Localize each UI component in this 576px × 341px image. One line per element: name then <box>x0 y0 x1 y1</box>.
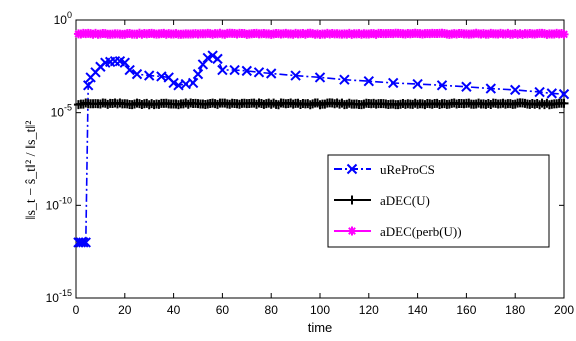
x-tick-label: 60 <box>216 303 230 317</box>
ticks-layer: 0 20 40 60 80 100 120 140 160 180 200 100 10-5 10-10 1… <box>46 10 575 317</box>
series-point-ureprocs <box>197 59 209 70</box>
legend-marker-ureprocs <box>346 163 358 175</box>
legend-entry-adec-u: aDEC(U) <box>334 193 430 208</box>
series-point-ureprocs <box>461 81 472 92</box>
series-point-ureprocs <box>217 64 228 76</box>
series-point-ureprocs <box>290 70 301 81</box>
series-point-ureprocs <box>82 80 94 91</box>
series-point-ureprocs <box>229 64 240 76</box>
x-tick-label: 200 <box>554 303 574 317</box>
series-point-ureprocs <box>187 77 199 89</box>
legend-label-adec-u: aDEC(U) <box>380 193 430 208</box>
series-point-adec-perb-u <box>559 29 569 39</box>
series-point-ureprocs <box>509 84 521 96</box>
x-tick-label: 180 <box>505 303 525 317</box>
x-tick-label: 160 <box>456 303 476 317</box>
x-tick-label: 80 <box>265 303 279 317</box>
series-point-ureprocs <box>207 50 218 61</box>
series-point-ureprocs <box>339 74 350 85</box>
series-point-ureprocs <box>253 67 265 78</box>
series-point-ureprocs <box>212 53 223 65</box>
series-point-ureprocs <box>412 78 423 90</box>
series-point-adec-u <box>559 98 569 108</box>
y-tick-label: 10-5 <box>51 103 72 120</box>
x-tick-label: 0 <box>73 303 80 317</box>
series-point-ureprocs <box>78 237 89 248</box>
legend-label-ureprocs: uReProCS <box>380 162 435 177</box>
legend-marker-adec-perb-u <box>347 226 357 236</box>
series-layer <box>73 28 570 248</box>
series-point-ureprocs <box>387 77 399 89</box>
legend-entry-ureprocs: uReProCS <box>334 162 435 177</box>
series-point-ureprocs <box>241 65 253 77</box>
series-point-ureprocs <box>546 88 558 99</box>
y-tick-label: 100 <box>54 10 72 27</box>
series-point-adec-perb-u <box>344 28 354 38</box>
series-point-ureprocs <box>131 68 143 80</box>
legend-label-adec-perb-u: aDEC(perb(U)) <box>380 224 462 239</box>
x-tick-label: 20 <box>118 303 132 317</box>
series-point-ureprocs <box>265 68 277 79</box>
x-tick-label: 140 <box>408 303 428 317</box>
series-point-ureprocs <box>143 70 155 81</box>
x-tick-label: 100 <box>310 303 330 317</box>
legend-marker-adec-u <box>347 195 357 205</box>
x-axis-title: time <box>308 320 333 335</box>
series-point-ureprocs <box>534 86 545 98</box>
y-axis-title: ‖s_t − ŝ_t‖² / ‖s_t‖² <box>24 121 39 220</box>
series-point-ureprocs <box>363 75 375 87</box>
y-tick-label: 10-15 <box>46 288 72 305</box>
series-point-ureprocs <box>80 237 91 248</box>
x-tick-label: 120 <box>359 303 379 317</box>
series-point-ureprocs <box>485 83 497 94</box>
series-point-ureprocs <box>119 57 131 68</box>
legend: uReProCS aDEC(U) aDEC(perb(U)) <box>327 154 550 248</box>
series-point-adec-perb-u <box>134 28 144 38</box>
series-point-ureprocs <box>436 80 448 91</box>
series-point-ureprocs <box>558 88 570 100</box>
x-tick-label: 40 <box>167 303 181 317</box>
series-point-ureprocs <box>192 68 204 80</box>
series-point-ureprocs <box>124 64 135 76</box>
series-point-ureprocs <box>314 72 326 83</box>
legend-entry-adec-perb-u: aDEC(perb(U)) <box>334 224 462 239</box>
y-tick-label: 10-10 <box>46 195 72 212</box>
